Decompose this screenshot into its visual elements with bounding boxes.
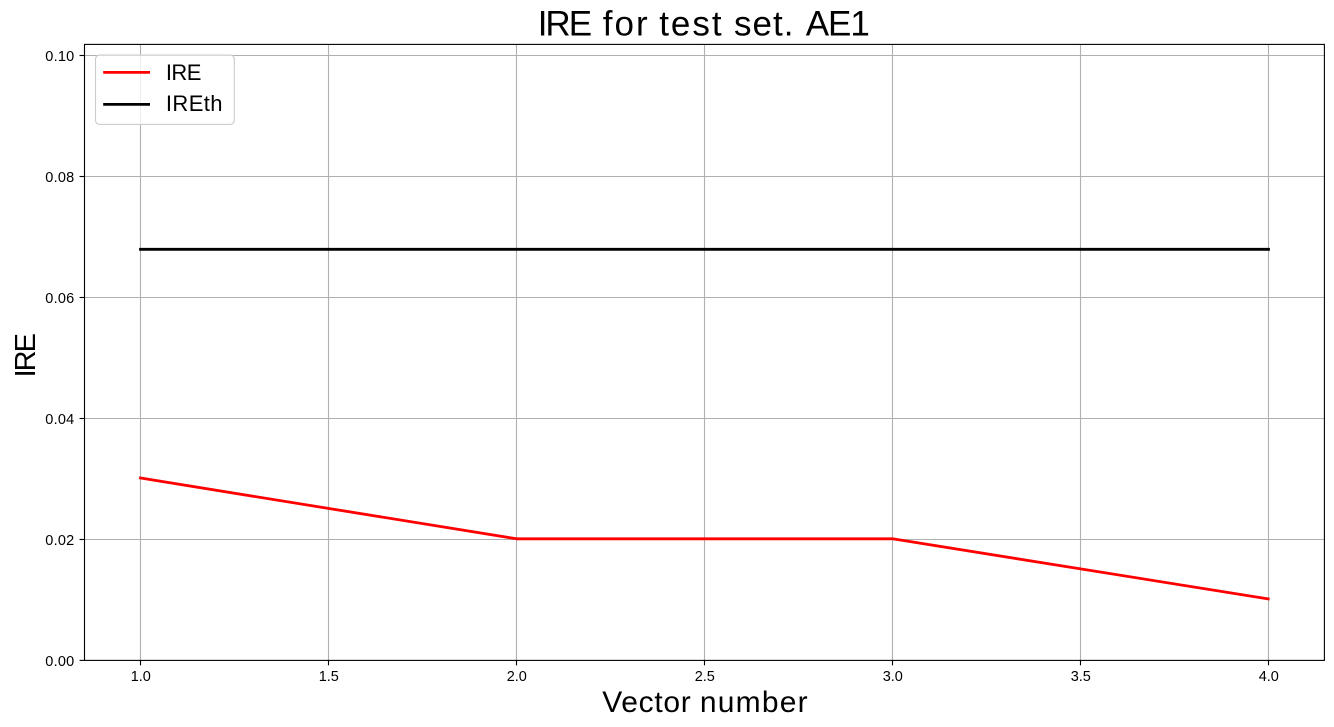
svg-text:1.5: 1.5 (319, 669, 339, 685)
svg-text:4.0: 4.0 (1259, 669, 1279, 685)
svg-text:3.5: 3.5 (1071, 669, 1091, 685)
svg-text:0.00: 0.00 (45, 654, 74, 670)
svg-text:3.0: 3.0 (883, 669, 903, 685)
svg-text:2.0: 2.0 (507, 669, 527, 685)
svg-text:IRE: IRE (166, 60, 201, 85)
svg-text:2.5: 2.5 (695, 669, 715, 685)
svg-text:0.02: 0.02 (45, 533, 74, 549)
svg-text:1.0: 1.0 (131, 669, 151, 685)
svg-text:IREth: IREth (166, 91, 223, 116)
svg-text:0.08: 0.08 (45, 170, 74, 186)
svg-text:IRE: IRE (10, 333, 42, 377)
svg-text:0.10: 0.10 (45, 49, 74, 65)
svg-text:0.04: 0.04 (45, 412, 74, 428)
svg-text:0.06: 0.06 (45, 291, 74, 307)
